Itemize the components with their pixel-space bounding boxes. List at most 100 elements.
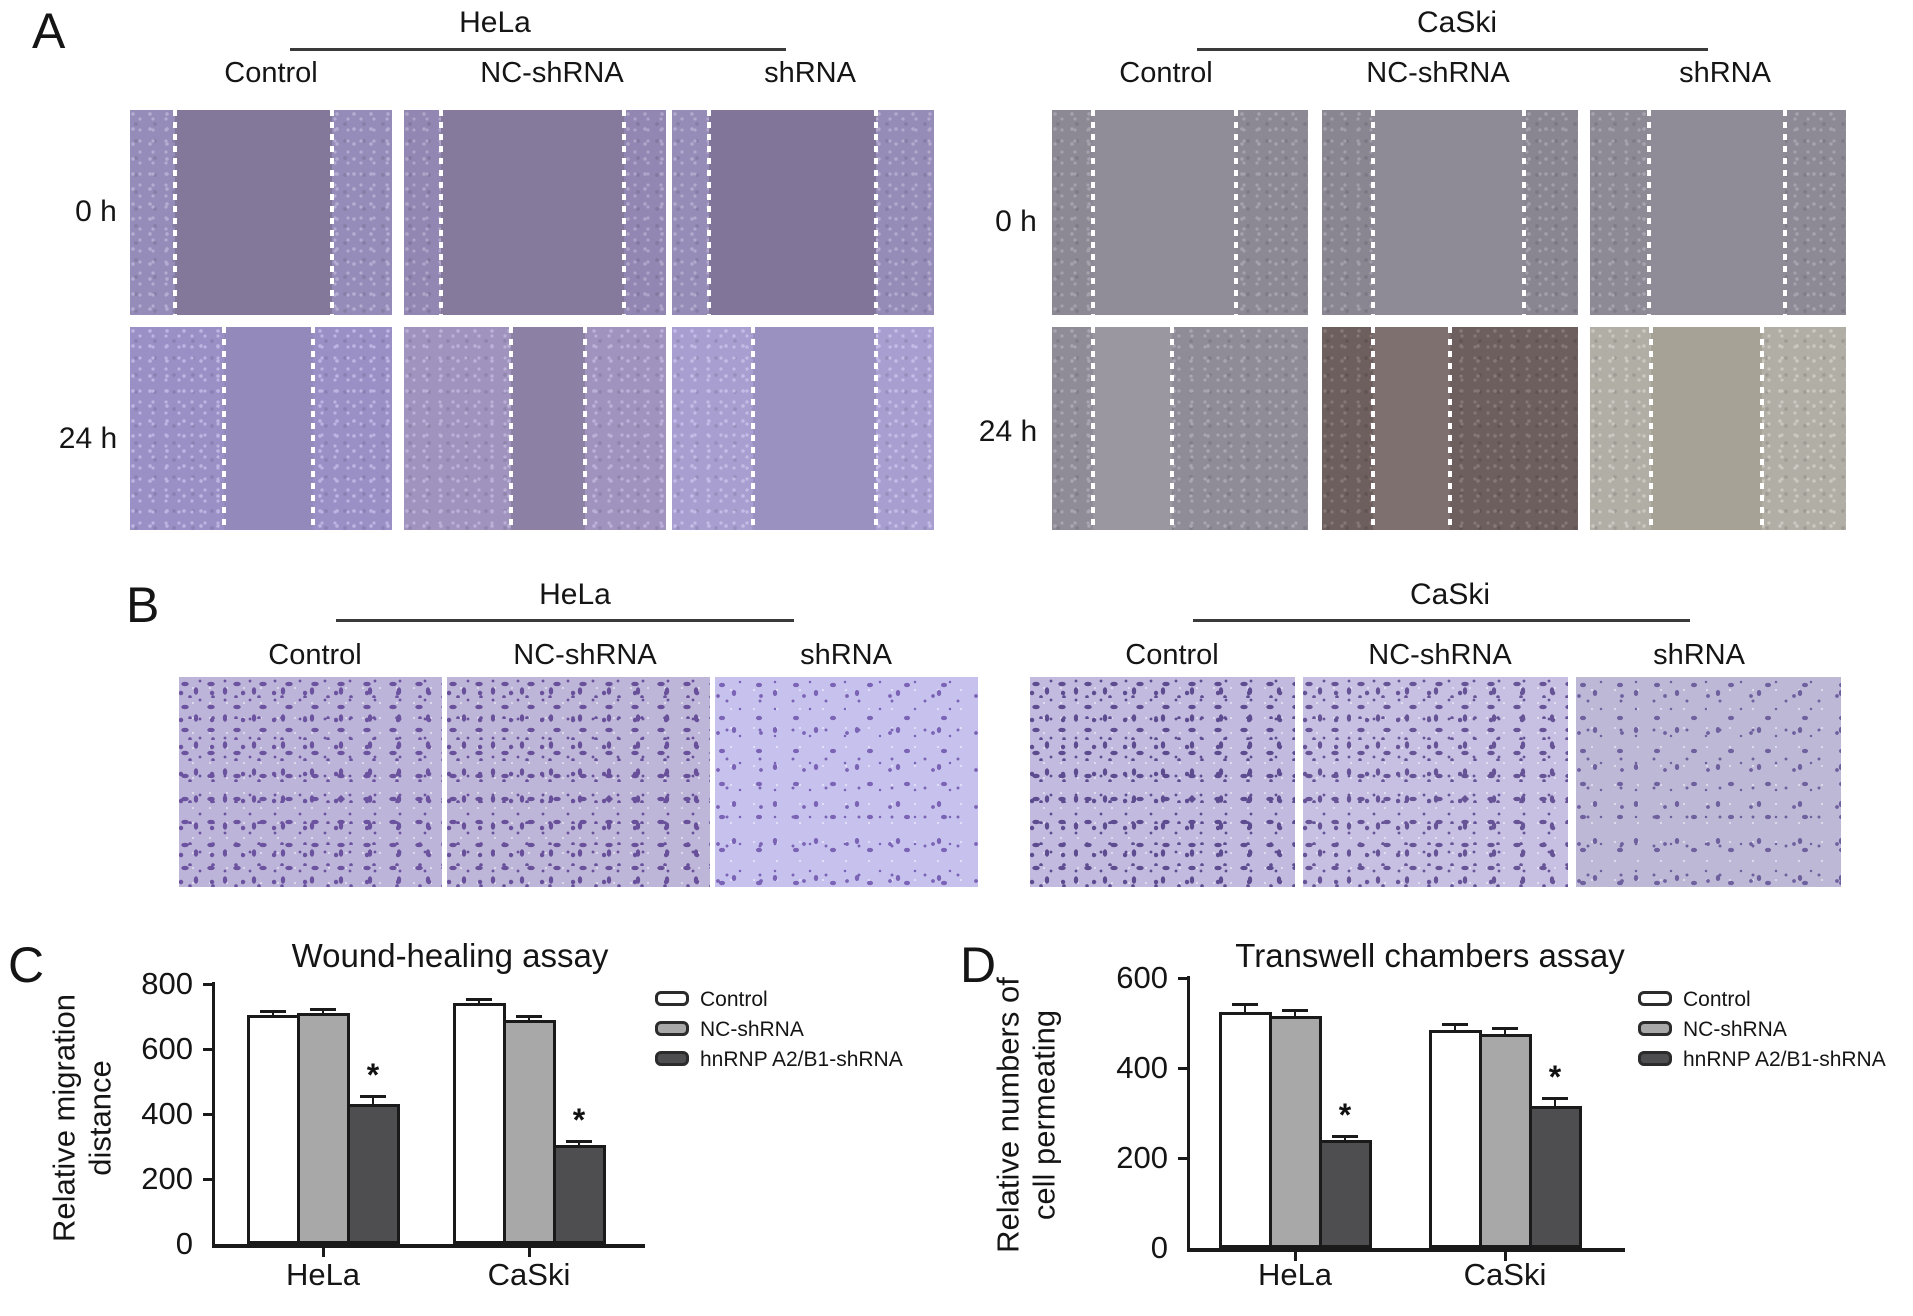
errorbar-c-caski-control-cap	[466, 998, 492, 1001]
chart-d-legend-label-hnrnp-a2-b1-shrna: hnRNP A2/B1-shRNA	[1683, 1048, 1886, 1071]
chart-d-y-axis-label: Relative numbers of cell permeating	[990, 977, 1061, 1253]
errorbar-c-caski-control-stem	[478, 1000, 480, 1004]
chart-c-x-tick-mark	[322, 1248, 325, 1257]
wound-gap	[511, 327, 585, 530]
panel-a-caski-underline	[1197, 48, 1708, 51]
wound-gap	[1092, 110, 1237, 315]
panel-a-caski-col-nc-shrna: NC-shRNA	[1366, 57, 1510, 89]
chart-d-x-category-label: HeLa	[1257, 1257, 1333, 1292]
wound-gap	[224, 327, 314, 530]
bar-c-hela-control	[246, 1015, 300, 1244]
significance-asterisk-c-hela: *	[366, 1057, 380, 1093]
bar-d-caski-nc-shrna	[1478, 1034, 1532, 1248]
wound-gap	[1651, 327, 1762, 530]
chart-c-legend-label-nc-shrna: NC-shRNA	[700, 1018, 804, 1041]
significance-asterisk-c-caski: *	[572, 1102, 586, 1138]
chart-c-y-tick-mark	[203, 1048, 215, 1051]
bar-d-hela-control	[1218, 1012, 1272, 1248]
errorbar-d-hela-nc-shrna-cap	[1282, 1009, 1308, 1012]
micrograph-a-caski-0-h-nc-shrna	[1322, 110, 1578, 315]
chart-c-y-tick-mark	[203, 983, 215, 986]
chart-d-x-category-label: CaSki	[1463, 1257, 1547, 1292]
wound-gap	[1373, 110, 1525, 315]
wound-edge-line-left	[509, 327, 514, 530]
micrograph-a-hela-0-h-control	[130, 110, 392, 315]
wound-edge-line-right	[1522, 110, 1527, 315]
wound-edge-line-right	[1170, 327, 1175, 530]
panel-b-hela-title: HeLa	[539, 578, 611, 611]
wound-gap	[1092, 327, 1173, 530]
panel-a-caski-row-0h: 0 h	[995, 205, 1037, 238]
chart-d-legend-label-nc-shrna: NC-shRNA	[1683, 1018, 1787, 1041]
chart-d-y-tick-label: 600	[1116, 960, 1168, 995]
chart-d-y-axis-label-line1: Relative numbers of	[990, 977, 1026, 1253]
wound-edge-line-right	[622, 110, 627, 315]
chart-d-legend-label-control: Control	[1683, 988, 1751, 1011]
panel-a-hela-title: HeLa	[459, 6, 531, 39]
micrograph-b-hela-control	[179, 677, 442, 887]
bar-c-hela-nc-shrna	[296, 1013, 350, 1244]
chart-c-x-tick-mark	[528, 1248, 531, 1257]
panel-b-hela-col-nc-shrna: NC-shRNA	[513, 639, 657, 671]
chart-d-y-axis-label-line2: cell permeating	[1026, 1009, 1061, 1221]
wound-gap	[174, 110, 332, 315]
errorbar-c-hela-control-cap	[260, 1010, 286, 1013]
wound-edge-line-left	[706, 110, 711, 315]
chart-c-x-category-label: CaSki	[487, 1257, 571, 1292]
panel-b-caski-col-nc-shrna: NC-shRNA	[1368, 639, 1512, 671]
wound-edge-line-left	[1646, 110, 1651, 315]
panel-a-caski-row-24h: 24 h	[978, 415, 1038, 448]
panel-c-label: C	[8, 937, 45, 993]
chart-c-legend-swatch-hnrnp-a2-b1-shrna	[655, 1051, 689, 1066]
errorbar-d-hela-control-stem	[1244, 1005, 1246, 1013]
significance-asterisk-d-hela: *	[1338, 1097, 1352, 1133]
bar-c-caski-control	[452, 1003, 506, 1244]
errorbar-d-caski-control-cap	[1442, 1023, 1468, 1026]
errorbar-c-hela-control-stem	[272, 1012, 274, 1016]
micrograph-b-caski-shrna	[1576, 677, 1841, 887]
wound-gap	[1373, 327, 1450, 530]
panel-b-hela-col-shrna: shRNA	[800, 639, 892, 671]
bar-d-hela-nc-shrna	[1268, 1016, 1322, 1248]
chart-c-legend-swatch-control	[655, 991, 689, 1006]
chart-c-x-category-label: HeLa	[285, 1257, 361, 1292]
wound-edge-line-right	[874, 110, 879, 315]
errorbar-c-hela-nc-shrna-stem	[322, 1010, 324, 1014]
bar-c-caski-nc-shrna	[502, 1020, 556, 1244]
chart-d-y-tick-label: 0	[1150, 1230, 1168, 1265]
panel-a-caski-title: CaSki	[1416, 6, 1498, 39]
errorbar-d-caski-hnrnp-a2-b1-shrna-cap	[1542, 1097, 1568, 1100]
chart-c-y-tick-mark	[203, 1178, 215, 1181]
micrograph-a-caski-24-h-nc-shrna	[1322, 327, 1578, 530]
wound-gap	[1648, 110, 1785, 315]
micrograph-a-hela-24-h-nc-shrna	[404, 327, 666, 530]
chart-c-x-axis	[212, 1244, 645, 1248]
panel-b-hela-underline	[336, 619, 794, 622]
bar-c-caski-hnrnp-a2-b1-shrna	[552, 1145, 606, 1244]
micrograph-b-hela-shrna	[715, 677, 978, 887]
chart-c-legend-swatch-nc-shrna	[655, 1021, 689, 1036]
chart-d-y-tick-mark	[1178, 1157, 1190, 1160]
chart-c-y-tick-label: 600	[141, 1031, 193, 1066]
chart-c-y-axis-label: Relative migration distance	[46, 994, 117, 1242]
panel-a-hela-col-shrna: shRNA	[764, 57, 856, 89]
wound-edge-line-right	[311, 327, 316, 530]
chart-d-x-tick-mark	[1504, 1252, 1507, 1261]
micrograph-a-hela-0-h-nc-shrna	[404, 110, 666, 315]
errorbar-c-hela-hnrnp-a2-b1-shrna-cap	[360, 1095, 386, 1098]
panel-b-caski-col-shrna: shRNA	[1653, 639, 1745, 671]
errorbar-c-caski-nc-shrna-stem	[528, 1017, 530, 1021]
micrograph-a-hela-24-h-shrna	[672, 327, 934, 530]
errorbar-c-hela-nc-shrna-cap	[310, 1008, 336, 1011]
panel-a-caski-col-control: Control	[1119, 57, 1213, 89]
micrograph-a-caski-0-h-shrna	[1590, 110, 1846, 315]
wound-edge-line-right	[582, 327, 587, 530]
wound-edge-line-left	[1090, 327, 1095, 530]
panel-a-hela-col-nc-shrna: NC-shRNA	[480, 57, 624, 89]
wound-edge-line-left	[438, 110, 443, 315]
wound-edge-line-left	[751, 327, 756, 530]
wound-gap	[708, 110, 877, 315]
chart-d-title: Transwell chambers assay	[1235, 937, 1625, 974]
panel-b-hela-col-control: Control	[268, 639, 362, 671]
errorbar-d-caski-control-stem	[1454, 1025, 1456, 1031]
